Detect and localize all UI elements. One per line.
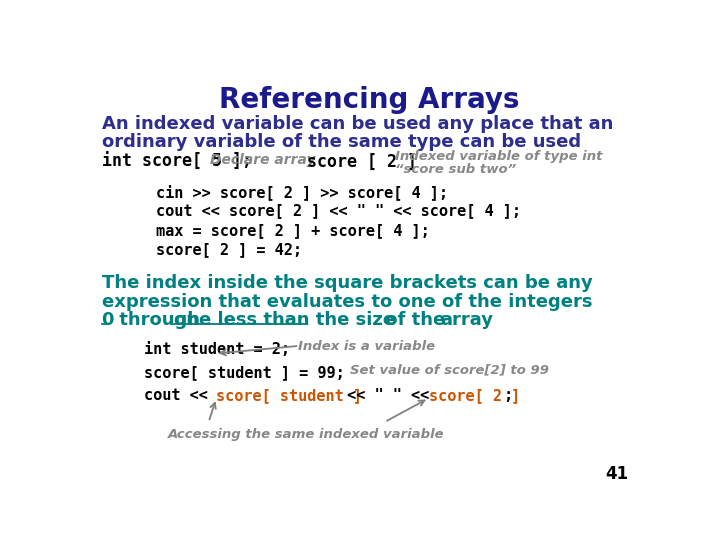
Text: score[ 2 ]: score[ 2 ] <box>428 388 520 403</box>
Text: ;: ; <box>503 388 512 403</box>
Text: int score[ 5 ];: int score[ 5 ]; <box>102 153 251 171</box>
Text: cin >> score[ 2 ] >> score[ 4 ];: cin >> score[ 2 ] >> score[ 4 ]; <box>156 184 448 200</box>
Text: “score sub two”: “score sub two” <box>395 164 516 177</box>
Text: Indexed variable of type int: Indexed variable of type int <box>395 150 602 163</box>
Text: Referencing Arrays: Referencing Arrays <box>219 86 519 114</box>
Text: 41: 41 <box>606 465 629 483</box>
Text: Set value of score[2] to 99: Set value of score[2] to 99 <box>350 363 549 376</box>
Text: expression that evaluates to one of the integers: expression that evaluates to one of the … <box>102 293 592 310</box>
Text: Index is a variable: Index is a variable <box>297 340 435 353</box>
Text: score[ student ] = 99;: score[ student ] = 99; <box>144 365 345 380</box>
Text: The index inside the square brackets can be any: The index inside the square brackets can… <box>102 274 593 292</box>
Text: An indexed variable can be used any place that an: An indexed variable can be used any plac… <box>102 115 613 133</box>
Text: array: array <box>441 311 493 329</box>
Text: through: through <box>113 311 207 329</box>
Text: score[ student ]: score[ student ] <box>216 388 362 403</box>
Text: max = score[ 2 ] + score[ 4 ];: max = score[ 2 ] + score[ 4 ]; <box>156 222 430 238</box>
Text: score[ 2 ] = 42;: score[ 2 ] = 42; <box>156 242 302 257</box>
Text: cout << score[ 2 ] << " " << score[ 4 ];: cout << score[ 2 ] << " " << score[ 4 ]; <box>156 204 521 218</box>
Text: Accessing the same indexed variable: Accessing the same indexed variable <box>168 428 444 441</box>
Text: int student = 2;: int student = 2; <box>144 342 290 357</box>
Text: 0: 0 <box>102 311 114 329</box>
Text: cout <<: cout << <box>144 388 217 403</box>
Text: one less than the size: one less than the size <box>174 311 395 329</box>
Text: score [ 2 ]: score [ 2 ] <box>307 153 417 171</box>
Text: of the: of the <box>379 311 451 329</box>
Text: << " " <<: << " " << <box>338 388 438 403</box>
Text: ordinary variable of the same type can be used: ordinary variable of the same type can b… <box>102 132 581 151</box>
Text: Declare array: Declare array <box>210 153 315 167</box>
